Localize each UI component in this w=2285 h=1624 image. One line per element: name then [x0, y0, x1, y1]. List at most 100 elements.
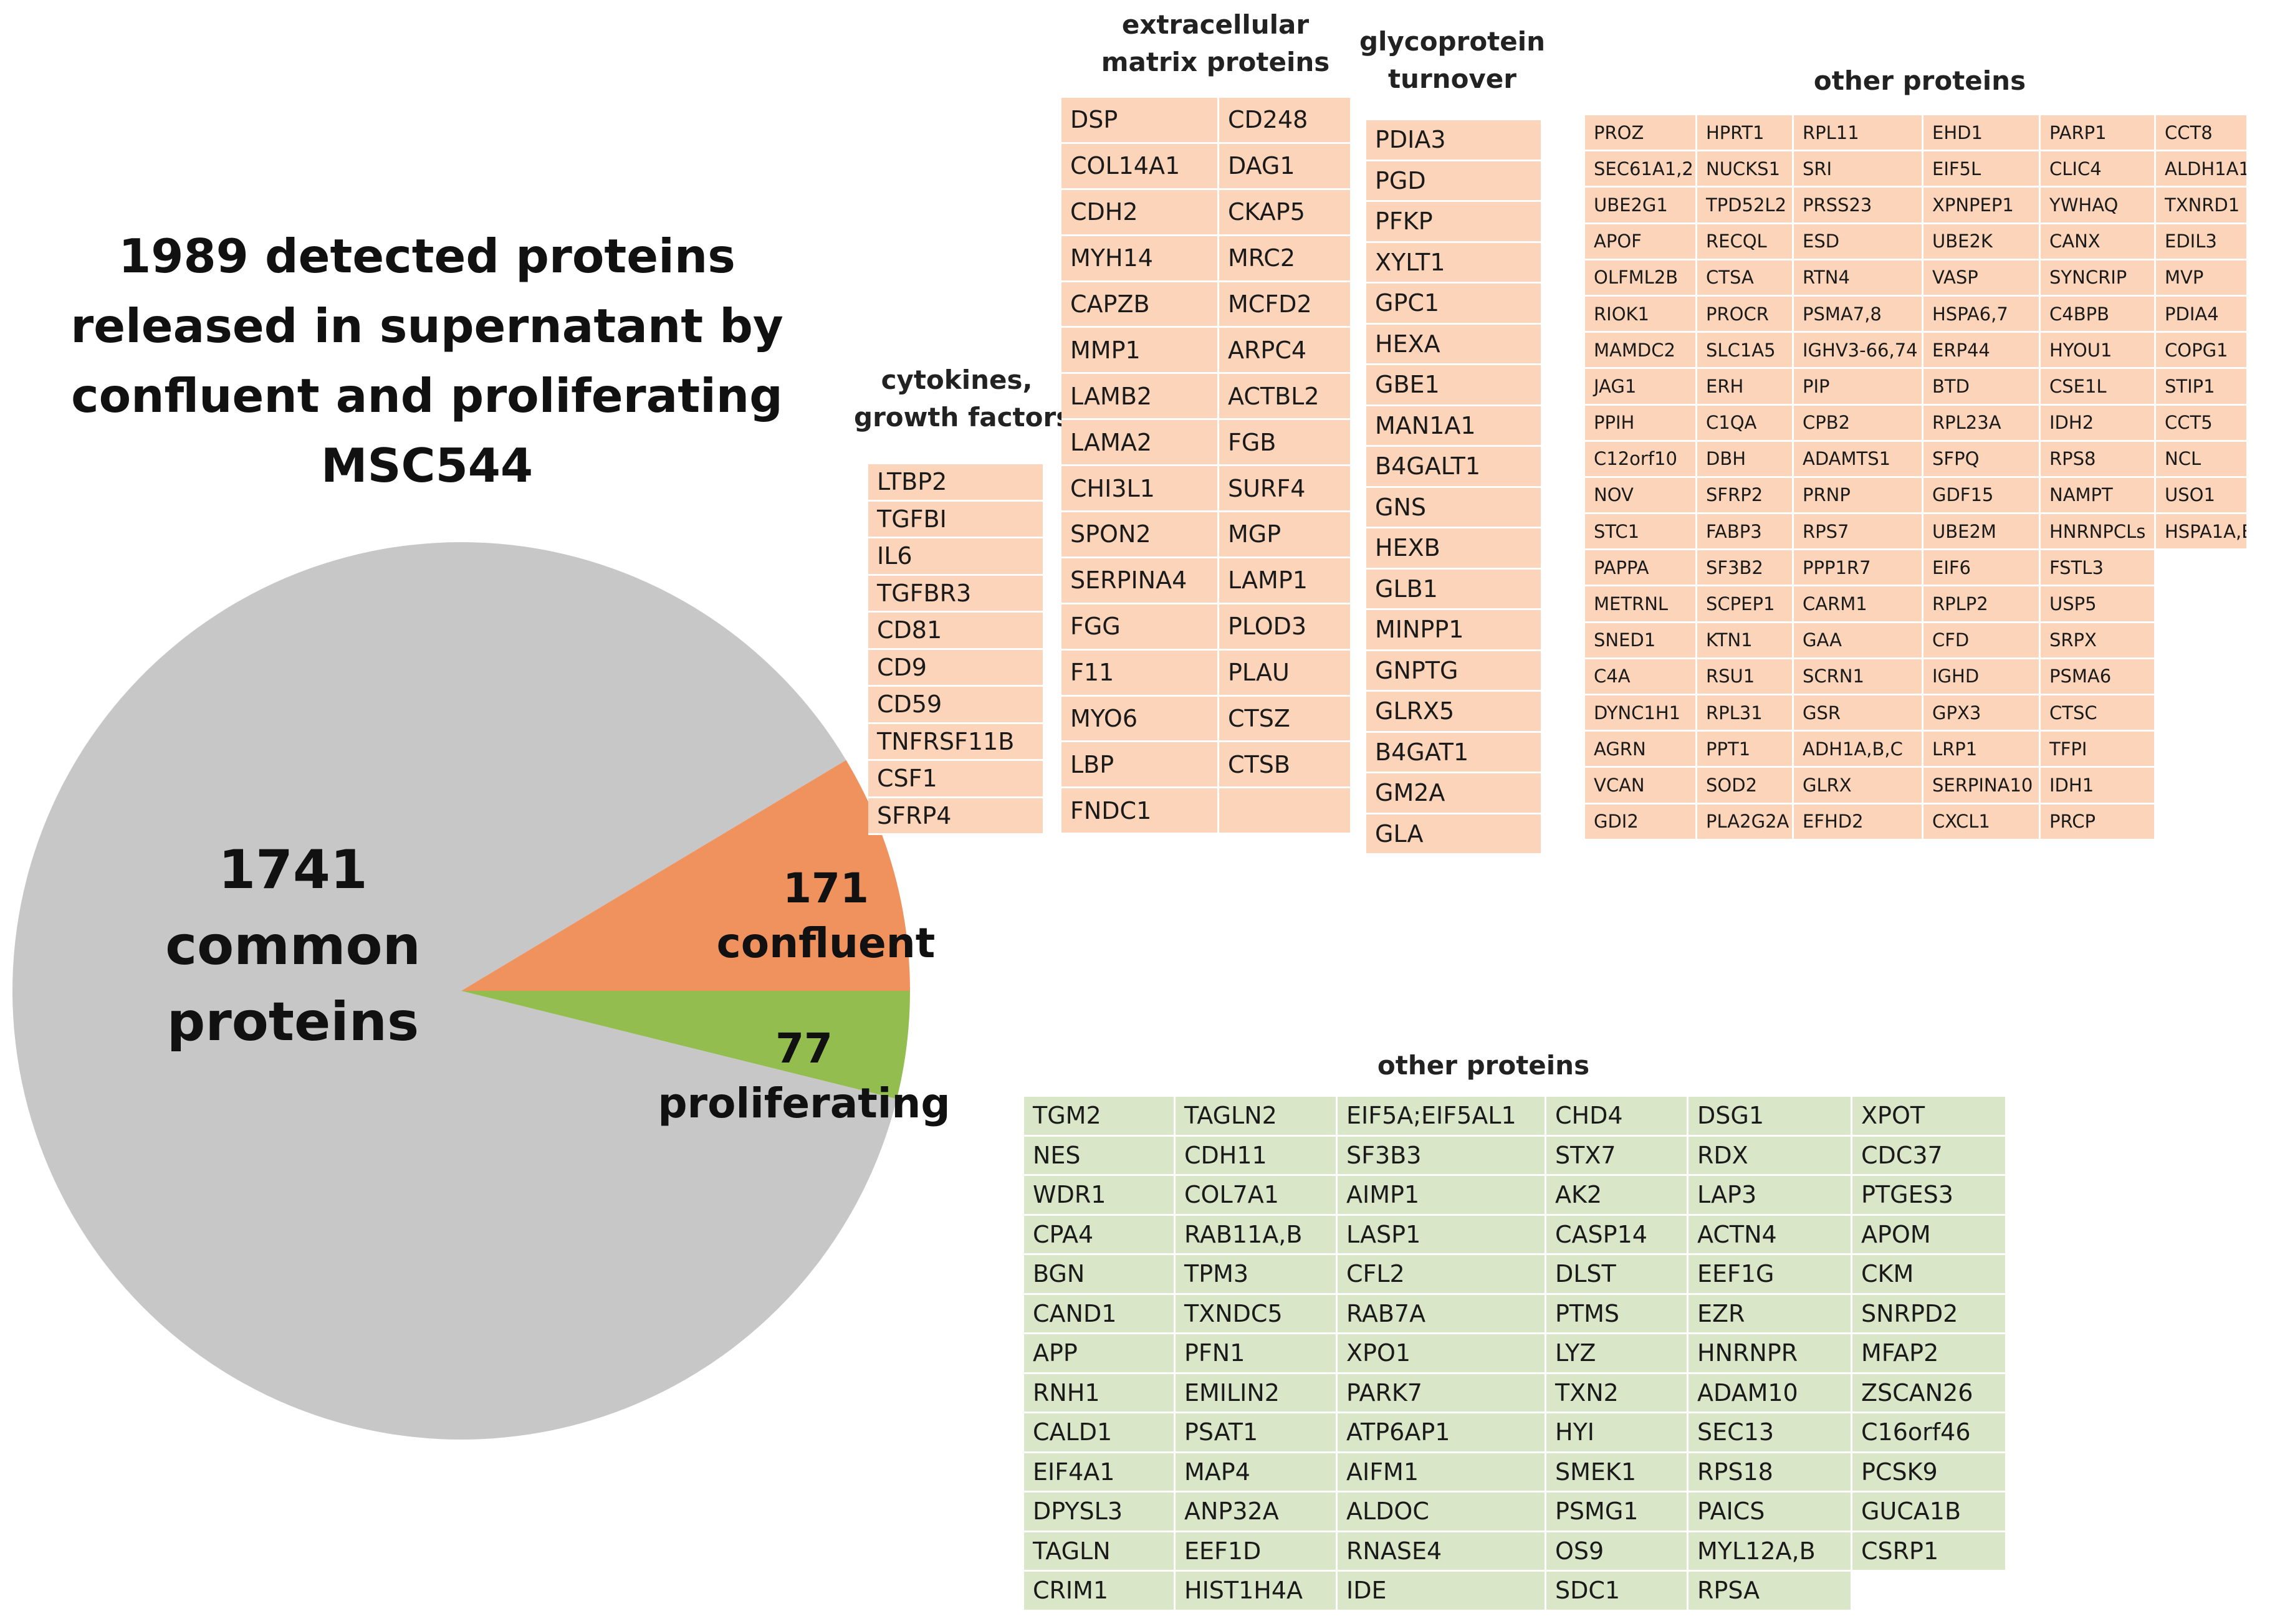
table-cell: PAICS: [1689, 1493, 1852, 1532]
table-cell: HYI: [1546, 1413, 1689, 1453]
table-cell: TFPI: [2041, 732, 2156, 768]
table-cell: APOF: [1585, 224, 1697, 260]
table-cell: FGG: [1061, 604, 1219, 651]
table-cell: CDC37: [1852, 1136, 2007, 1176]
table-cell: GLRX5: [1366, 692, 1543, 733]
table-cell: APP: [1024, 1334, 1176, 1374]
table-cell: DPYSL3: [1024, 1493, 1176, 1532]
table-cell: GDI2: [1585, 804, 1697, 841]
table-cell: CD81: [868, 613, 1045, 650]
table-cell: LAMB2: [1061, 374, 1219, 421]
table-cell: PGD: [1366, 161, 1543, 202]
table-cell: RDX: [1689, 1136, 1852, 1176]
slice-confluent: [461, 760, 910, 991]
table-cell: FGB: [1219, 420, 1352, 467]
table-cell: NES: [1024, 1136, 1176, 1176]
table-cell: RPL23A: [1923, 405, 2041, 442]
table-cell: RNH1: [1024, 1373, 1176, 1413]
table-cell: PPIH: [1585, 405, 1697, 442]
table-cell: HIST1H4A: [1176, 1572, 1338, 1612]
table-cell: RSU1: [1697, 659, 1794, 695]
table-cell: SRI: [1794, 151, 1923, 188]
table-cell: B4GAT1: [1366, 732, 1543, 773]
table-cell: DLST: [1546, 1255, 1689, 1295]
table-cell: TAGLN2: [1176, 1097, 1338, 1137]
table-cell: HPRT1: [1697, 115, 1794, 152]
header-line: cytokines,: [881, 365, 1033, 395]
table-cell: GNPTG: [1366, 651, 1543, 692]
table-cell: GSR: [1794, 695, 1923, 732]
table-cell: ARPC4: [1219, 328, 1352, 375]
table-cell: CCT5: [2156, 405, 2248, 442]
table-cell: CASP14: [1546, 1215, 1689, 1255]
table-cell: PARK7: [1338, 1373, 1546, 1413]
table-cell: PROCR: [1697, 296, 1794, 333]
table-cell: DYNC1H1: [1585, 695, 1697, 732]
table-cell: LYZ: [1546, 1334, 1689, 1374]
table-cell: EHD1: [1923, 115, 2041, 152]
table-cell: CDH2: [1061, 189, 1219, 236]
table-cell: PRNP: [1794, 477, 1923, 515]
table-cell: STIP1: [2156, 369, 2248, 406]
table-cell: RAB11A,B: [1176, 1215, 1338, 1255]
table-cell: SFRP4: [868, 798, 1045, 835]
table-cell: PRSS23: [1794, 188, 1923, 224]
table-cell: OLFML2B: [1585, 260, 1697, 297]
table-cell: HEXA: [1366, 324, 1543, 365]
cytokines-header: cytokines, growth factors: [854, 361, 1071, 436]
table-cell: GDF15: [1923, 477, 2041, 515]
table-cell: FSTL3: [2041, 550, 2156, 587]
table-cell: TXNDC5: [1176, 1294, 1338, 1334]
table-cell: SOD2: [1697, 768, 1794, 805]
table-cell: CDH11: [1176, 1136, 1338, 1176]
table-cell: PSAT1: [1176, 1413, 1338, 1453]
table-cell: CARM1: [1794, 586, 1923, 623]
table-cell: SF3B3: [1338, 1136, 1546, 1176]
table-cell: JAG1: [1585, 369, 1697, 406]
header-line: other proteins: [1813, 65, 2026, 96]
table-cell: PPT1: [1697, 732, 1794, 768]
table-cell: IDH2: [2041, 405, 2156, 442]
table-cell: PLA2G2A: [1697, 804, 1794, 841]
table-cell: RPS8: [2041, 441, 2156, 478]
table-cell: RPLP2: [1923, 586, 2041, 623]
table-cell: CD59: [868, 687, 1045, 724]
table-cell: DSP: [1061, 98, 1219, 144]
table-cell: PCSK9: [1852, 1453, 2007, 1493]
table-cell: IDE: [1338, 1572, 1546, 1612]
table-cell: SFPQ: [1923, 441, 2041, 478]
table-cell: MCFD2: [1219, 282, 1352, 328]
table-cell: CPA4: [1024, 1215, 1176, 1255]
table-cell: SF3B2: [1697, 550, 1794, 587]
table-cell: RIOK1: [1585, 296, 1697, 333]
slice-common: [12, 542, 897, 1440]
label-common: 1741 common proteins: [165, 839, 421, 1053]
header-line: other proteins: [1377, 1050, 1590, 1081]
table-cell: CTSC: [2041, 695, 2156, 732]
table-cell: CD9: [868, 649, 1045, 687]
other-confluent-header: other proteins: [1795, 62, 2044, 100]
table-cell: MAN1A1: [1366, 406, 1543, 447]
table-cell: CPB2: [1794, 405, 1923, 442]
table-cell: SYNCRIP: [2041, 260, 2156, 297]
table-cell: SNED1: [1585, 623, 1697, 659]
table-cell: CSF1: [868, 761, 1045, 798]
table-cell: KTN1: [1697, 623, 1794, 659]
table-cell: LTBP2: [868, 464, 1045, 502]
table-cell: RPL31: [1697, 695, 1794, 732]
table-cell: USP5: [2041, 586, 2156, 623]
table-cell: CRIM1: [1024, 1572, 1176, 1612]
table-cell: HSPA1A,B: [2156, 514, 2248, 551]
table-cell: CD248: [1219, 98, 1352, 144]
table-cell: GM2A: [1366, 773, 1543, 814]
table-cell: LASP1: [1338, 1215, 1546, 1255]
table-cell: FNDC1: [1061, 788, 1219, 835]
glyco-table: PDIA3 PGD PFKP XYLT1 GPC1 HEXA GBE1 MAN1A1 B4GAL…: [1366, 120, 1543, 855]
table-cell: TPM3: [1176, 1255, 1338, 1295]
table-cell: ADAMTS1: [1794, 441, 1923, 478]
table-cell: MFAP2: [1852, 1334, 2007, 1374]
table-cell: XPOT: [1852, 1097, 2007, 1137]
table-cell: C1QA: [1697, 405, 1794, 442]
table-cell: ADAM10: [1689, 1373, 1852, 1413]
table-cell: TXN2: [1546, 1373, 1689, 1413]
